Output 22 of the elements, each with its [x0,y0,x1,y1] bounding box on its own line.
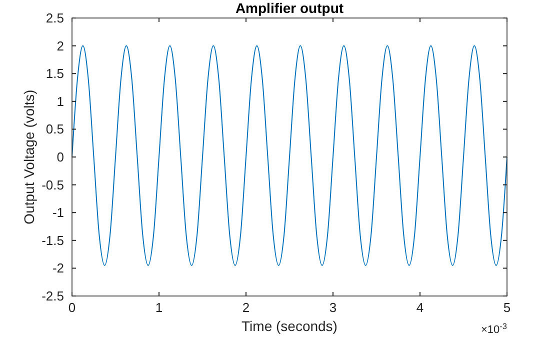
x-tick-label: 2 [242,300,250,315]
y-tick-label: 0.5 [46,122,64,137]
x-axis-title: Time (seconds) [242,318,338,334]
text: ×10$^{-3}$ [480,322,508,336]
y-tick-label: -1.5 [42,232,64,248]
x-tick-label: 0 [68,300,76,315]
y-tick-label: -0.5 [42,177,64,192]
y-tick-label: -2.5 [42,288,64,304]
y-tick-label: 1.5 [46,66,64,82]
x-tick-label: 1 [155,300,163,315]
y-tick-label: -1 [52,205,64,220]
line-series [72,45,508,266]
y-axis-title: Output Voltage (volts) [21,90,37,224]
y-tick-label: 2 [56,38,64,54]
x-tick-label: 4 [416,300,424,315]
y-tick-label: 2.5 [46,10,64,26]
y-tick-label: -2 [52,260,64,276]
y-tick-label: 1 [56,94,64,109]
y-tick-label: 0 [56,150,64,164]
chart-title: Amplifier output [235,0,344,16]
x-tick-label: 3 [329,300,337,315]
x-tick-label: 5 [503,300,511,315]
